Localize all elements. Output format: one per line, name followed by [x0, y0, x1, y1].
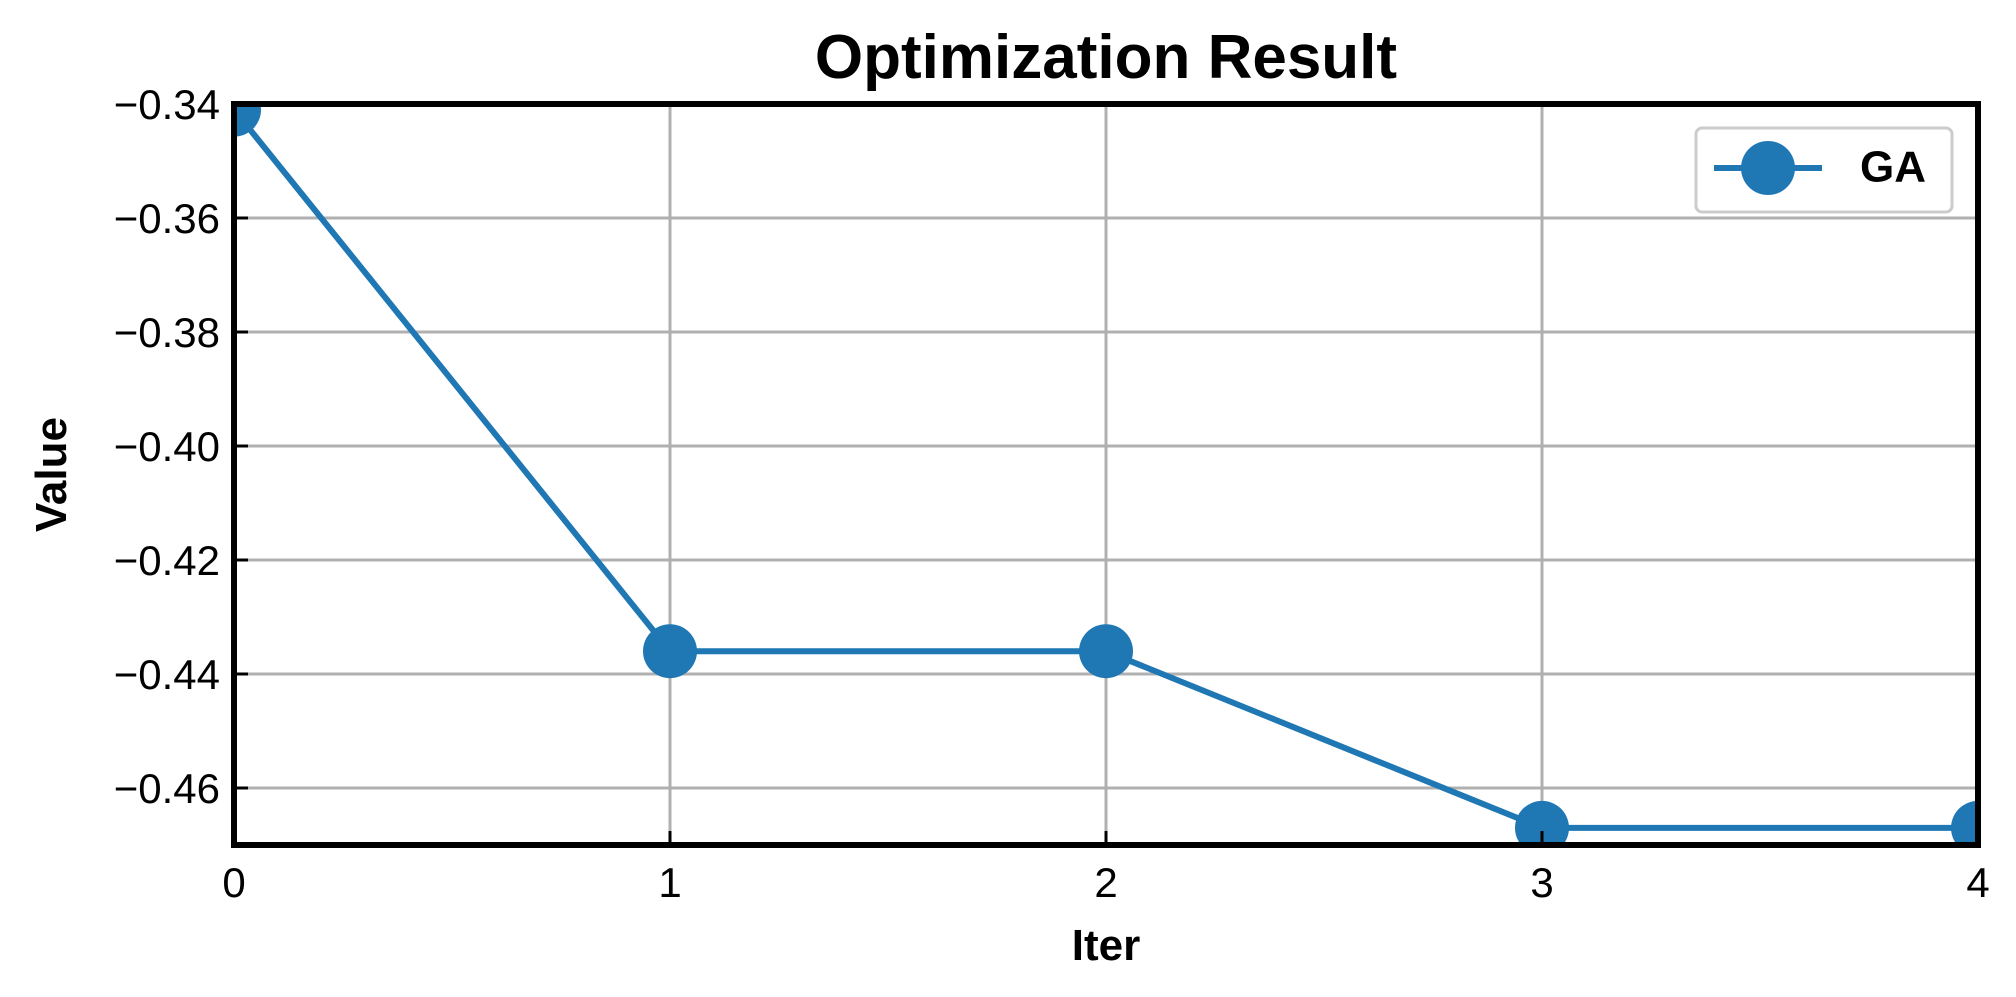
legend-marker-swatch [1741, 141, 1795, 195]
y-tick-label: −0.46 [114, 765, 220, 812]
x-tick-label: 4 [1966, 859, 1989, 906]
y-tick-label: −0.44 [114, 651, 220, 698]
y-axis-label: Value [27, 417, 76, 532]
axis-ticks: 0 1 2 3 4 −0.34 −0.36 −0.38 −0.40 −0.42 −0.44 −0.46 [114, 81, 1990, 906]
grid [232, 102, 1980, 845]
legend: GA [1694, 126, 1954, 214]
series-layer [234, 104, 1978, 845]
x-tick-label: 1 [658, 859, 681, 906]
data-point [234, 104, 261, 137]
y-tick-label: −0.40 [114, 423, 220, 470]
chart-title: Optimization Result [815, 23, 1397, 92]
x-tick-label: 2 [1094, 859, 1117, 906]
data-point [1079, 624, 1133, 679]
x-tick-label: 0 [222, 859, 245, 906]
y-tick-label: −0.36 [114, 195, 220, 242]
x-tick-label: 3 [1530, 859, 1553, 906]
legend-entry-ga: GA [1860, 143, 1926, 192]
data-point [1515, 800, 1569, 845]
y-tick-label: −0.42 [114, 537, 220, 584]
y-tick-label: −0.38 [114, 309, 220, 356]
data-point [1951, 800, 1978, 845]
data-point [643, 624, 697, 679]
x-axis-label: Iter [1072, 921, 1140, 970]
y-tick-label: −0.34 [114, 81, 220, 128]
